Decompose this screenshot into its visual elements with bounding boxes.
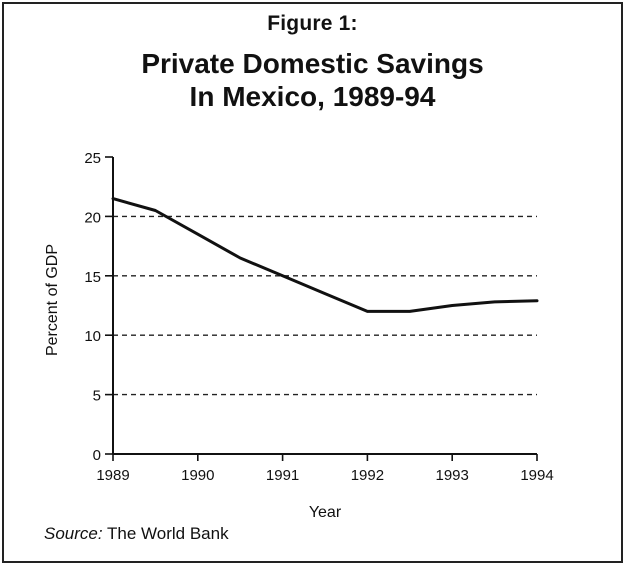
y-tick-label-20: 20 — [84, 209, 101, 226]
y-tick-label-5: 5 — [93, 388, 101, 405]
y-tick-label-10: 10 — [84, 328, 101, 345]
y-tick-label-15: 15 — [84, 269, 101, 286]
x-tick-label-1989: 1989 — [96, 467, 129, 484]
figure-label: Figure 1: — [267, 12, 358, 35]
grid-lines — [113, 215, 537, 396]
figure-frame — [2, 2, 623, 563]
x-axis-label: Year — [309, 504, 342, 521]
source-text: The World Bank — [102, 524, 229, 543]
series-lines — [111, 197, 539, 313]
x-tick-label-1994: 1994 — [520, 467, 553, 484]
axes — [105, 156, 538, 461]
source-label: Source: — [44, 524, 103, 543]
tick-labels: 0 5 10 15 20 25 1989 1990 1991 1992 1993 1994 — [84, 150, 553, 484]
y-tick-label-0: 0 — [93, 447, 101, 464]
series-line-0 — [111, 197, 539, 313]
x-tick-label-1993: 1993 — [436, 467, 469, 484]
x-tick-label-1991: 1991 — [266, 467, 299, 484]
x-tick-label-1992: 1992 — [351, 467, 384, 484]
chart-title: Private Domestic Savings In Mexico, 1989… — [141, 48, 484, 112]
y-axis-label: Percent of GDP — [44, 244, 61, 356]
source-note: Source: The World Bank — [44, 524, 229, 544]
y-tick-label-25: 25 — [84, 150, 101, 167]
x-tick-label-1990: 1990 — [181, 467, 214, 484]
